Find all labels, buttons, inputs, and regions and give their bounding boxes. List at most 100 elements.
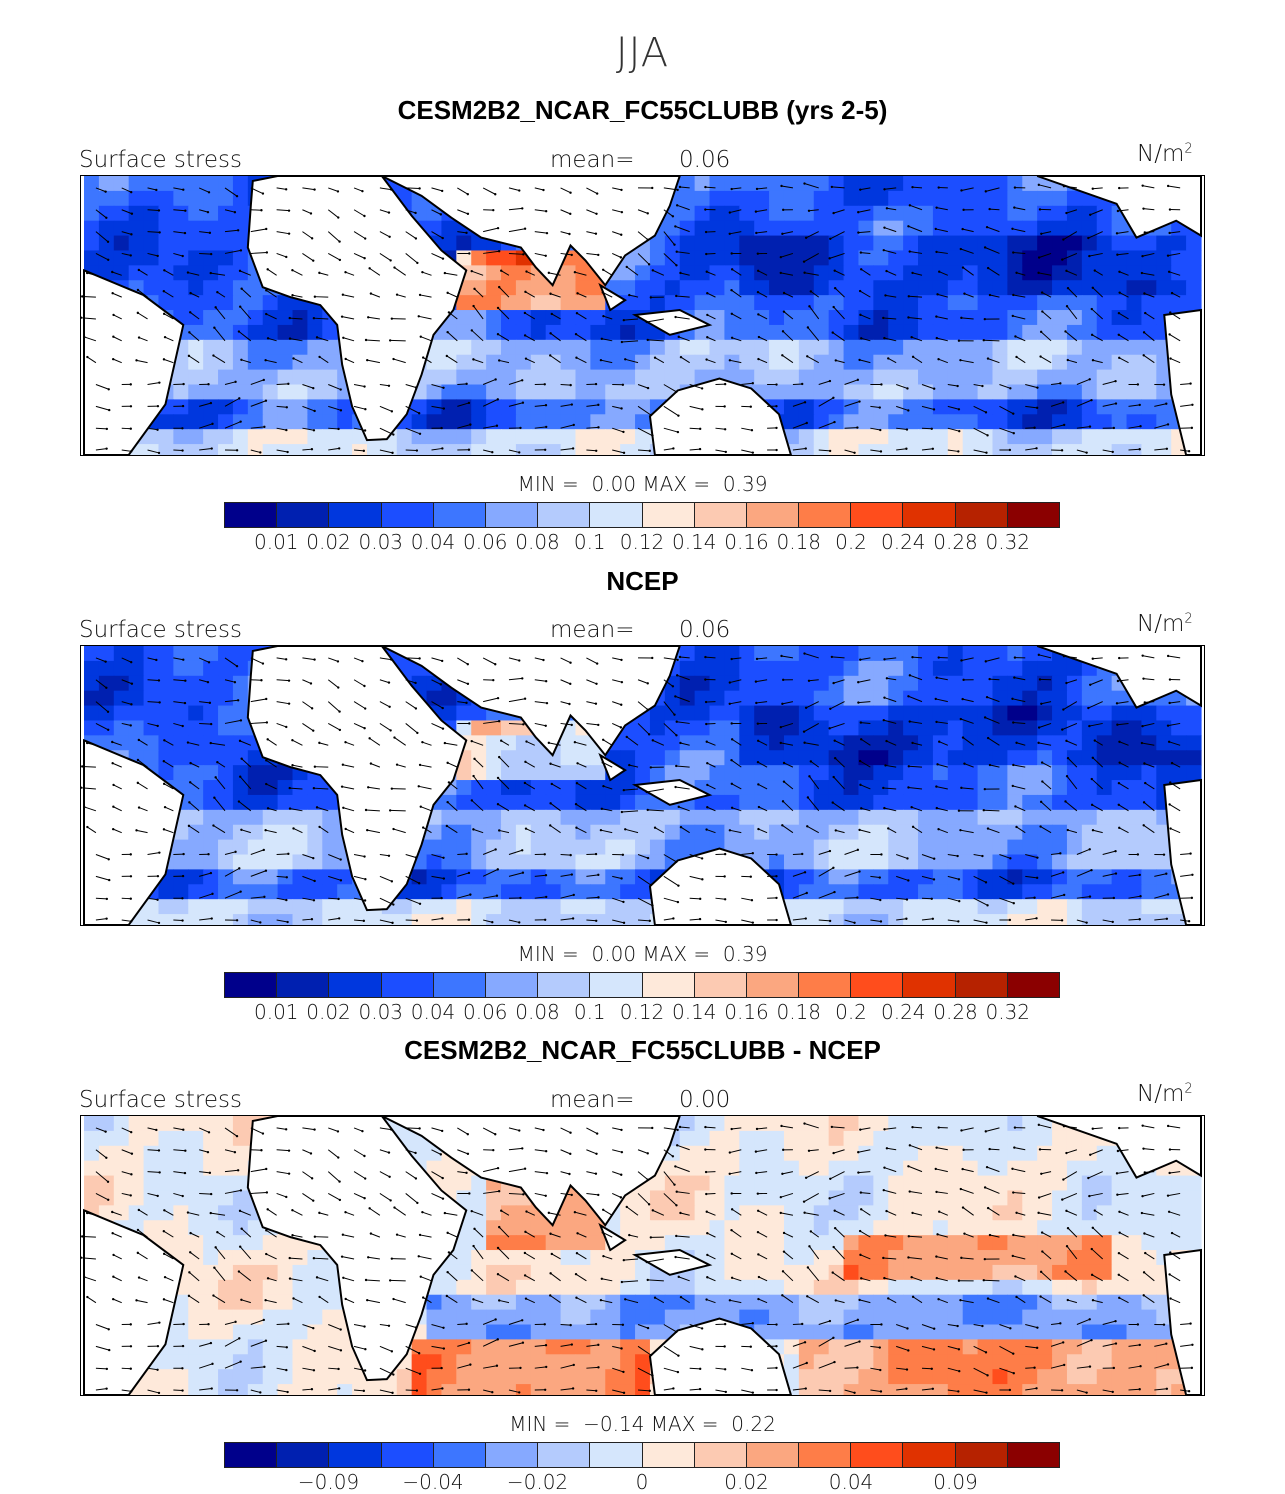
wind-stress-vector (264, 828, 277, 834)
field-cell (694, 1116, 711, 1132)
wind-stress-vector (318, 355, 329, 364)
colorbar-swatch (329, 503, 382, 527)
wind-stress-vector (443, 741, 458, 746)
field-cell (1126, 705, 1143, 722)
field-cell (873, 1205, 889, 1221)
field-cell (486, 854, 502, 870)
wind-stress-vector (859, 268, 871, 276)
field-cell (203, 220, 219, 237)
wind-stress-vector (1025, 875, 1039, 880)
field-cell (218, 1279, 234, 1296)
wind-stress-vector (163, 805, 174, 812)
wind-stress-vector (986, 357, 1000, 364)
field-cell (709, 324, 726, 341)
field-cell (798, 660, 815, 677)
field-cell (575, 280, 591, 296)
wind-stress-vector (649, 296, 664, 299)
field-cell (1111, 1250, 1128, 1266)
wind-stress-vector (421, 740, 432, 746)
field-cell (84, 205, 100, 222)
field-cell (456, 339, 472, 356)
field-cell (1156, 280, 1172, 296)
field-cell (545, 1235, 562, 1251)
wind-stress-vector (645, 318, 664, 324)
field-cell (798, 369, 815, 386)
wind-stress-vector (937, 358, 948, 364)
field-cell (113, 646, 130, 662)
wind-stress-vector (147, 209, 161, 212)
field-cell (769, 1235, 785, 1251)
colorbar-tick-label: 0.12 (619, 1000, 665, 1024)
field-cell (203, 809, 219, 826)
field-cell (858, 310, 874, 326)
field-cell (1111, 354, 1128, 371)
field-cell (977, 339, 994, 356)
wind-stress-vector (1051, 449, 1064, 452)
wind-stress-vector (147, 722, 159, 728)
field-cell (471, 1190, 487, 1206)
field-cell (828, 794, 845, 811)
field-cell (694, 646, 711, 662)
wind-stress-vector (472, 304, 484, 320)
field-cell (1081, 675, 1098, 692)
wind-stress-vector (265, 782, 277, 790)
field-cell (1111, 429, 1128, 445)
field-cell (947, 399, 964, 415)
wind-stress-vector (121, 187, 133, 194)
wind-stress-vector (637, 427, 654, 437)
field-cell (888, 205, 904, 222)
field-cell (1171, 914, 1187, 925)
field-cell (888, 295, 904, 311)
wind-stress-vector (135, 829, 148, 834)
field-cell (1007, 660, 1023, 677)
field-cell (679, 1175, 696, 1192)
wind-stress-vector (344, 741, 355, 746)
field-cell (307, 824, 323, 841)
field-cell (530, 794, 547, 811)
colorbar-tick-label: 0.2 (835, 530, 867, 554)
wind-stress-vector (612, 853, 625, 856)
field-cell (858, 295, 874, 311)
field-cell (828, 675, 845, 692)
field-cell (247, 444, 264, 455)
units: N/m (1137, 141, 1185, 167)
field-cell (158, 1175, 174, 1192)
field-cell (694, 824, 711, 841)
field-cell (1141, 429, 1157, 445)
field-cell (575, 369, 591, 386)
wind-stress-vector (663, 231, 676, 246)
field-cell (456, 414, 472, 430)
field-cell (947, 1130, 964, 1147)
field-cell (1066, 1130, 1083, 1147)
wind-stress-vector (921, 447, 935, 451)
field-cell (143, 250, 160, 266)
wind-stress-vector (1012, 251, 1026, 254)
field-cell (1126, 384, 1143, 400)
wind-stress-vector (1050, 871, 1065, 877)
field-cell (1186, 1235, 1202, 1251)
field-cell (441, 1279, 457, 1296)
field-cell (441, 220, 457, 237)
field-cell (843, 1190, 860, 1206)
field-cell (888, 735, 904, 751)
field-cell (232, 1130, 249, 1147)
field-cell (113, 1130, 130, 1147)
wind-stress-vector (1154, 893, 1170, 899)
field-cell (783, 884, 800, 900)
field-cell (471, 310, 487, 326)
field-cell (962, 295, 979, 311)
wind-stress-vector (534, 853, 546, 856)
field-cell (649, 735, 666, 751)
field-cell (932, 176, 949, 192)
field-cell (456, 354, 472, 371)
field-cell (813, 1190, 830, 1206)
field-cell (977, 1175, 994, 1192)
field-cell (903, 1205, 919, 1221)
field-cell (977, 660, 994, 677)
wind-stress-vector (405, 187, 421, 190)
field-cell (158, 1190, 174, 1206)
field-cell (843, 1235, 860, 1251)
wind-stress-vector (728, 231, 742, 235)
field-cell (843, 324, 860, 341)
field-cell (918, 369, 934, 386)
